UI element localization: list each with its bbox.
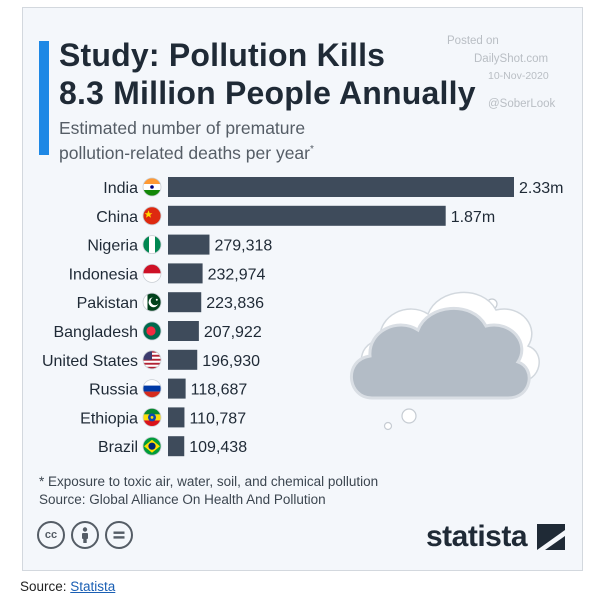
chart-subtitle-line-2: pollution-related deaths per year*	[59, 139, 314, 164]
bar	[168, 349, 198, 370]
bar-row-india: India 2.33m	[103, 177, 563, 197]
watermark-line-3: 10-Nov-2020	[488, 70, 549, 82]
pakistan-flag-icon	[142, 292, 162, 312]
statista-logo-icon	[537, 524, 565, 550]
watermark-line-4: @SoberLook	[488, 98, 556, 110]
bar-row-pakistan: Pakistan 223,836	[77, 292, 264, 313]
creative-commons-icon[interactable]: cc	[37, 521, 65, 549]
category-label: Bangladesh	[53, 324, 138, 341]
value-label: 196,930	[202, 353, 260, 370]
nigeria-flag-icon	[142, 235, 162, 255]
category-label: United States	[42, 353, 138, 370]
value-label: 207,922	[204, 324, 262, 341]
bar-row-nigeria: Nigeria 279,318	[87, 234, 272, 255]
category-label: Nigeria	[87, 238, 138, 255]
category-label: Pakistan	[77, 295, 138, 312]
value-label: 109,438	[189, 439, 247, 456]
bar	[168, 177, 514, 197]
bar-row-ethiopia: Ethiopia 110,787	[80, 407, 246, 428]
footnote-marker: *	[310, 144, 314, 155]
category-label: India	[103, 180, 138, 197]
value-label: 118,687	[191, 382, 248, 399]
bar	[168, 263, 203, 284]
value-label: 279,318	[214, 238, 272, 255]
value-label: 2.33m	[519, 180, 563, 197]
bar	[168, 234, 210, 255]
category-label: Brazil	[98, 439, 138, 456]
source-label: Source:	[20, 579, 71, 594]
statista-logo[interactable]: statista	[426, 520, 528, 553]
bangladesh-flag-icon	[142, 321, 162, 341]
bar-row-russia: Russia 118,687	[89, 378, 248, 399]
watermark-line-2: DailyShot.com	[474, 53, 549, 65]
value-label: 110,787	[189, 410, 246, 427]
statista-source-link[interactable]: Statista	[70, 579, 116, 594]
attribution-icon[interactable]	[71, 521, 99, 549]
cloud-illustration	[350, 291, 540, 431]
ethiopia-flag-icon	[142, 407, 162, 427]
bar	[168, 321, 199, 341]
watermark-line-1: Posted on	[447, 35, 499, 47]
bar-row-indonesia: Indonesia 232,974	[69, 263, 266, 284]
footnote: * Exposure to toxic air, water, soil, an…	[39, 473, 378, 509]
chart-subtitle: Estimated number of premature pollution-…	[59, 117, 314, 164]
united-states-flag-icon	[142, 350, 162, 370]
bar	[168, 205, 446, 226]
chart-subtitle-line-2-text: pollution-related deaths per year	[59, 142, 310, 163]
chart-title-line-2: 8.3 Million People Annually	[59, 75, 476, 111]
bar	[168, 407, 185, 428]
chart-title: Study: Pollution Kills 8.3 Million Peopl…	[59, 36, 476, 112]
category-label: Indonesia	[69, 266, 138, 283]
cloud-bubble-medium	[401, 408, 417, 424]
bar	[168, 378, 186, 399]
chart-title-line-1: Study: Pollution Kills	[59, 37, 386, 73]
bars-group: India 2.33m China 1.87m Nigeria 279,318 Indone…	[42, 177, 563, 457]
category-label: China	[96, 209, 138, 226]
footnote-source: Source: Global Alliance On Health And Po…	[39, 492, 326, 507]
bar-row-china: China 1.87m	[96, 205, 495, 226]
category-label: Russia	[89, 382, 138, 399]
footnote-line-1: * Exposure to toxic air, water, soil, an…	[39, 474, 379, 489]
cloud-front	[350, 306, 531, 400]
bar-row-united-states: United States 196,930	[42, 349, 260, 370]
value-label: 223,836	[206, 295, 264, 312]
value-label: 1.87m	[451, 209, 495, 226]
infographic-card	[22, 7, 583, 571]
category-label: Ethiopia	[80, 410, 138, 427]
bar	[168, 436, 185, 457]
bar-row-bangladesh: Bangladesh 207,922	[53, 321, 262, 341]
brazil-flag-icon	[142, 436, 162, 456]
bar	[168, 292, 202, 313]
page-source-line: Source: Statista	[20, 579, 115, 594]
china-flag-icon	[142, 206, 162, 226]
india-flag-icon	[142, 177, 162, 197]
no-derivatives-icon[interactable]	[105, 521, 133, 549]
indonesia-flag-icon	[142, 263, 162, 283]
bar-row-brazil: Brazil 109,438	[98, 436, 247, 457]
cloud-bubble-tiny	[383, 421, 393, 431]
value-label: 232,974	[208, 266, 266, 283]
russia-flag-icon	[142, 379, 162, 399]
title-accent-bar	[39, 41, 49, 155]
chart-subtitle-line-1: Estimated number of premature	[59, 118, 306, 138]
